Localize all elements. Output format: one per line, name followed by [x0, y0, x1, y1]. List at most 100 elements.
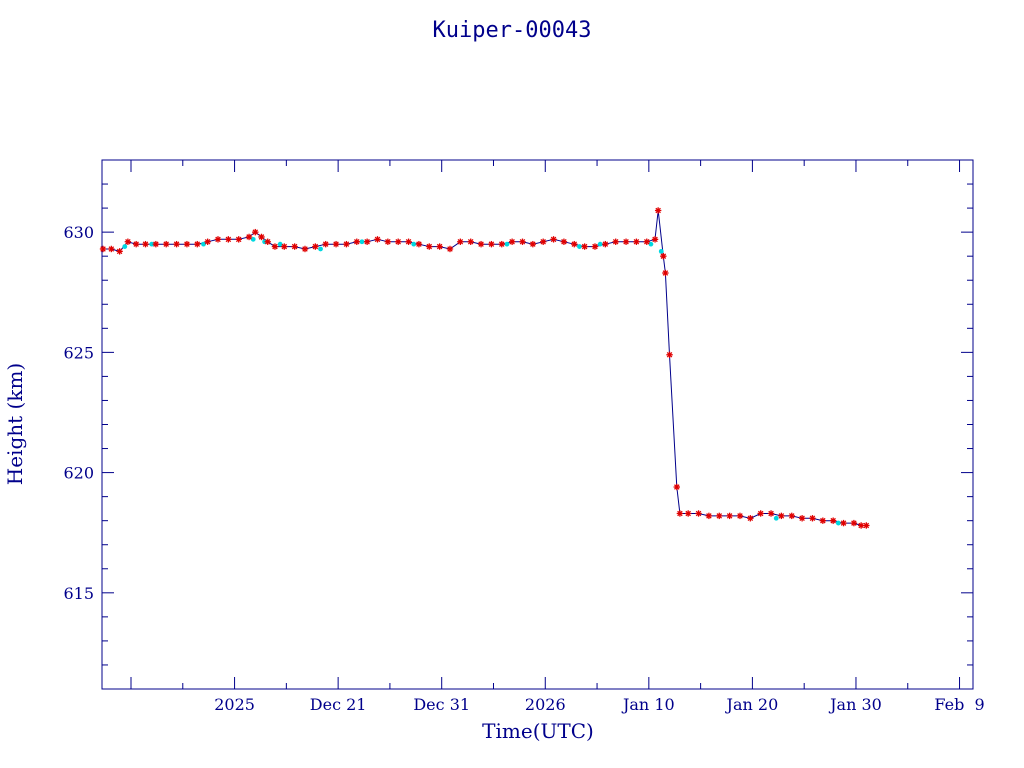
data-point-star	[757, 510, 764, 517]
data-point-star	[384, 238, 392, 245]
data-point-star	[798, 515, 806, 522]
data-point-star	[498, 240, 505, 248]
data-point-star	[132, 240, 140, 248]
data-point-star	[581, 243, 588, 250]
data-point-star	[651, 236, 659, 243]
data-point-cyan	[411, 241, 417, 247]
data-point-star	[591, 243, 599, 250]
data-point-star	[529, 240, 537, 248]
data-point-star	[235, 236, 242, 243]
data-point-star	[163, 240, 170, 248]
x-tick-label: Jan 30	[828, 695, 882, 714]
data-point-cyan	[835, 520, 841, 526]
data-point-star	[840, 519, 847, 527]
data-point-star	[332, 240, 340, 248]
data-point-star	[173, 240, 180, 248]
data-point-star	[676, 510, 684, 517]
data-point-star	[788, 512, 795, 520]
data-point-star	[415, 240, 423, 248]
data-point-star	[152, 240, 160, 248]
data-point-star	[850, 519, 858, 527]
height-trace-line	[103, 210, 867, 526]
data-point-star	[716, 512, 723, 520]
data-point-star	[467, 238, 474, 245]
data-point-star	[374, 236, 381, 243]
data-point-star	[457, 238, 464, 245]
data-point-star	[281, 243, 288, 250]
data-point-star	[602, 240, 609, 248]
data-point-star	[258, 233, 265, 241]
data-point-cyan	[577, 244, 582, 249]
data-point-star	[142, 240, 149, 248]
data-point-cyan	[250, 236, 256, 242]
data-point-star	[747, 515, 754, 522]
data-point-star	[666, 351, 673, 358]
data-point-cyan	[201, 241, 206, 247]
data-point-star	[405, 238, 412, 245]
data-point-star	[271, 243, 279, 250]
x-tick-label: 2025	[214, 695, 255, 714]
data-point-cyan	[318, 246, 323, 252]
data-point-cyan	[773, 515, 779, 521]
data-point-star	[183, 240, 191, 248]
data-point-star	[322, 240, 329, 248]
data-point-star	[488, 240, 495, 248]
data-point-star	[116, 248, 123, 255]
data-point-cyan	[648, 241, 654, 247]
y-tick-label: 630	[63, 223, 94, 242]
data-point-star	[695, 510, 702, 517]
y-tick-label: 620	[63, 464, 94, 483]
chart-title: Kuiper-00043	[433, 18, 592, 43]
data-point-star	[301, 245, 309, 253]
data-point-star	[291, 243, 298, 250]
y-tick-label: 625	[63, 343, 94, 362]
data-point-star	[819, 517, 827, 524]
data-point-star	[363, 238, 371, 245]
data-point-cyan	[597, 241, 603, 247]
data-point-cyan	[658, 248, 664, 254]
data-point-star	[539, 238, 547, 245]
data-point-cyan	[359, 239, 365, 245]
data-point-star	[560, 238, 568, 245]
data-point-cyan	[149, 241, 155, 247]
data-point-star	[778, 512, 785, 520]
data-point-star	[809, 515, 816, 522]
data-point-star	[643, 238, 650, 245]
data-point-star	[612, 238, 619, 245]
data-point-star	[446, 245, 454, 253]
data-point-star	[99, 245, 107, 253]
data-point-star	[124, 238, 132, 245]
x-tick-label: Jan 20	[725, 695, 779, 714]
data-point-star	[214, 236, 222, 243]
data-point-star	[863, 522, 870, 529]
data-point-star	[312, 243, 319, 250]
data-point-star	[519, 238, 526, 245]
data-point-star	[264, 238, 271, 245]
data-point-star	[829, 517, 837, 524]
data-point-star	[767, 510, 775, 517]
data-point-star	[684, 510, 692, 517]
data-point-star	[225, 236, 232, 243]
x-tick-label: Jan 10	[621, 695, 675, 714]
data-point-star	[662, 269, 669, 277]
data-point-star	[622, 238, 630, 245]
data-point-star	[436, 243, 443, 250]
data-point-star	[508, 238, 516, 245]
data-point-star	[426, 243, 433, 250]
x-axis-label: Time(UTC)	[482, 719, 594, 743]
data-point-star	[252, 228, 259, 236]
data-point-star	[353, 238, 360, 245]
x-tick-label: Dec 31	[413, 695, 470, 714]
x-tick-label: Dec 21	[310, 695, 367, 714]
data-point-cyan	[277, 241, 283, 247]
data-point-star	[571, 240, 578, 248]
x-tick-label: 2026	[525, 695, 566, 714]
data-point-star	[477, 240, 485, 248]
data-point-star	[633, 238, 640, 245]
data-point-star	[660, 252, 667, 260]
data-point-star	[550, 236, 557, 243]
data-point-star	[343, 240, 350, 248]
data-point-star	[705, 512, 713, 520]
data-point-star	[395, 238, 402, 245]
